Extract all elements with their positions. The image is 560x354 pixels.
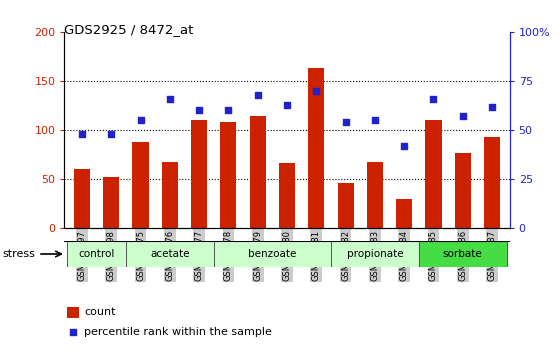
- Point: [68, 329, 77, 335]
- Point: [429, 96, 438, 102]
- Bar: [455, 153, 471, 228]
- FancyBboxPatch shape: [331, 241, 419, 267]
- Point: [282, 102, 291, 107]
- Bar: [133, 142, 148, 228]
- Text: acetate: acetate: [150, 249, 190, 259]
- Bar: [162, 161, 178, 228]
- Point: [370, 118, 379, 123]
- Text: count: count: [85, 307, 116, 318]
- Point: [488, 104, 497, 109]
- FancyBboxPatch shape: [214, 241, 331, 267]
- Bar: [191, 120, 207, 228]
- Bar: [396, 199, 412, 228]
- Text: propionate: propionate: [347, 249, 403, 259]
- Point: [77, 131, 86, 137]
- Bar: [338, 183, 353, 228]
- Bar: [426, 120, 441, 228]
- Point: [165, 96, 174, 102]
- Bar: [67, 307, 79, 318]
- FancyBboxPatch shape: [419, 241, 507, 267]
- Bar: [279, 162, 295, 228]
- Point: [341, 119, 350, 125]
- FancyBboxPatch shape: [67, 241, 126, 267]
- Bar: [103, 177, 119, 228]
- Point: [224, 108, 233, 113]
- Bar: [367, 161, 383, 228]
- Text: GDS2925 / 8472_at: GDS2925 / 8472_at: [64, 23, 194, 36]
- Point: [400, 143, 409, 149]
- Text: sorbate: sorbate: [443, 249, 483, 259]
- Point: [458, 114, 467, 119]
- Point: [253, 92, 262, 98]
- Point: [195, 108, 204, 113]
- FancyBboxPatch shape: [126, 241, 214, 267]
- Text: stress: stress: [3, 249, 36, 259]
- Text: percentile rank within the sample: percentile rank within the sample: [85, 327, 272, 337]
- Bar: [221, 122, 236, 228]
- Point: [312, 88, 321, 94]
- Bar: [250, 116, 266, 228]
- Bar: [484, 137, 500, 228]
- Text: benzoate: benzoate: [248, 249, 297, 259]
- Bar: [74, 170, 90, 228]
- Bar: [308, 68, 324, 228]
- Point: [107, 131, 116, 137]
- Text: control: control: [78, 249, 115, 259]
- Point: [136, 118, 145, 123]
